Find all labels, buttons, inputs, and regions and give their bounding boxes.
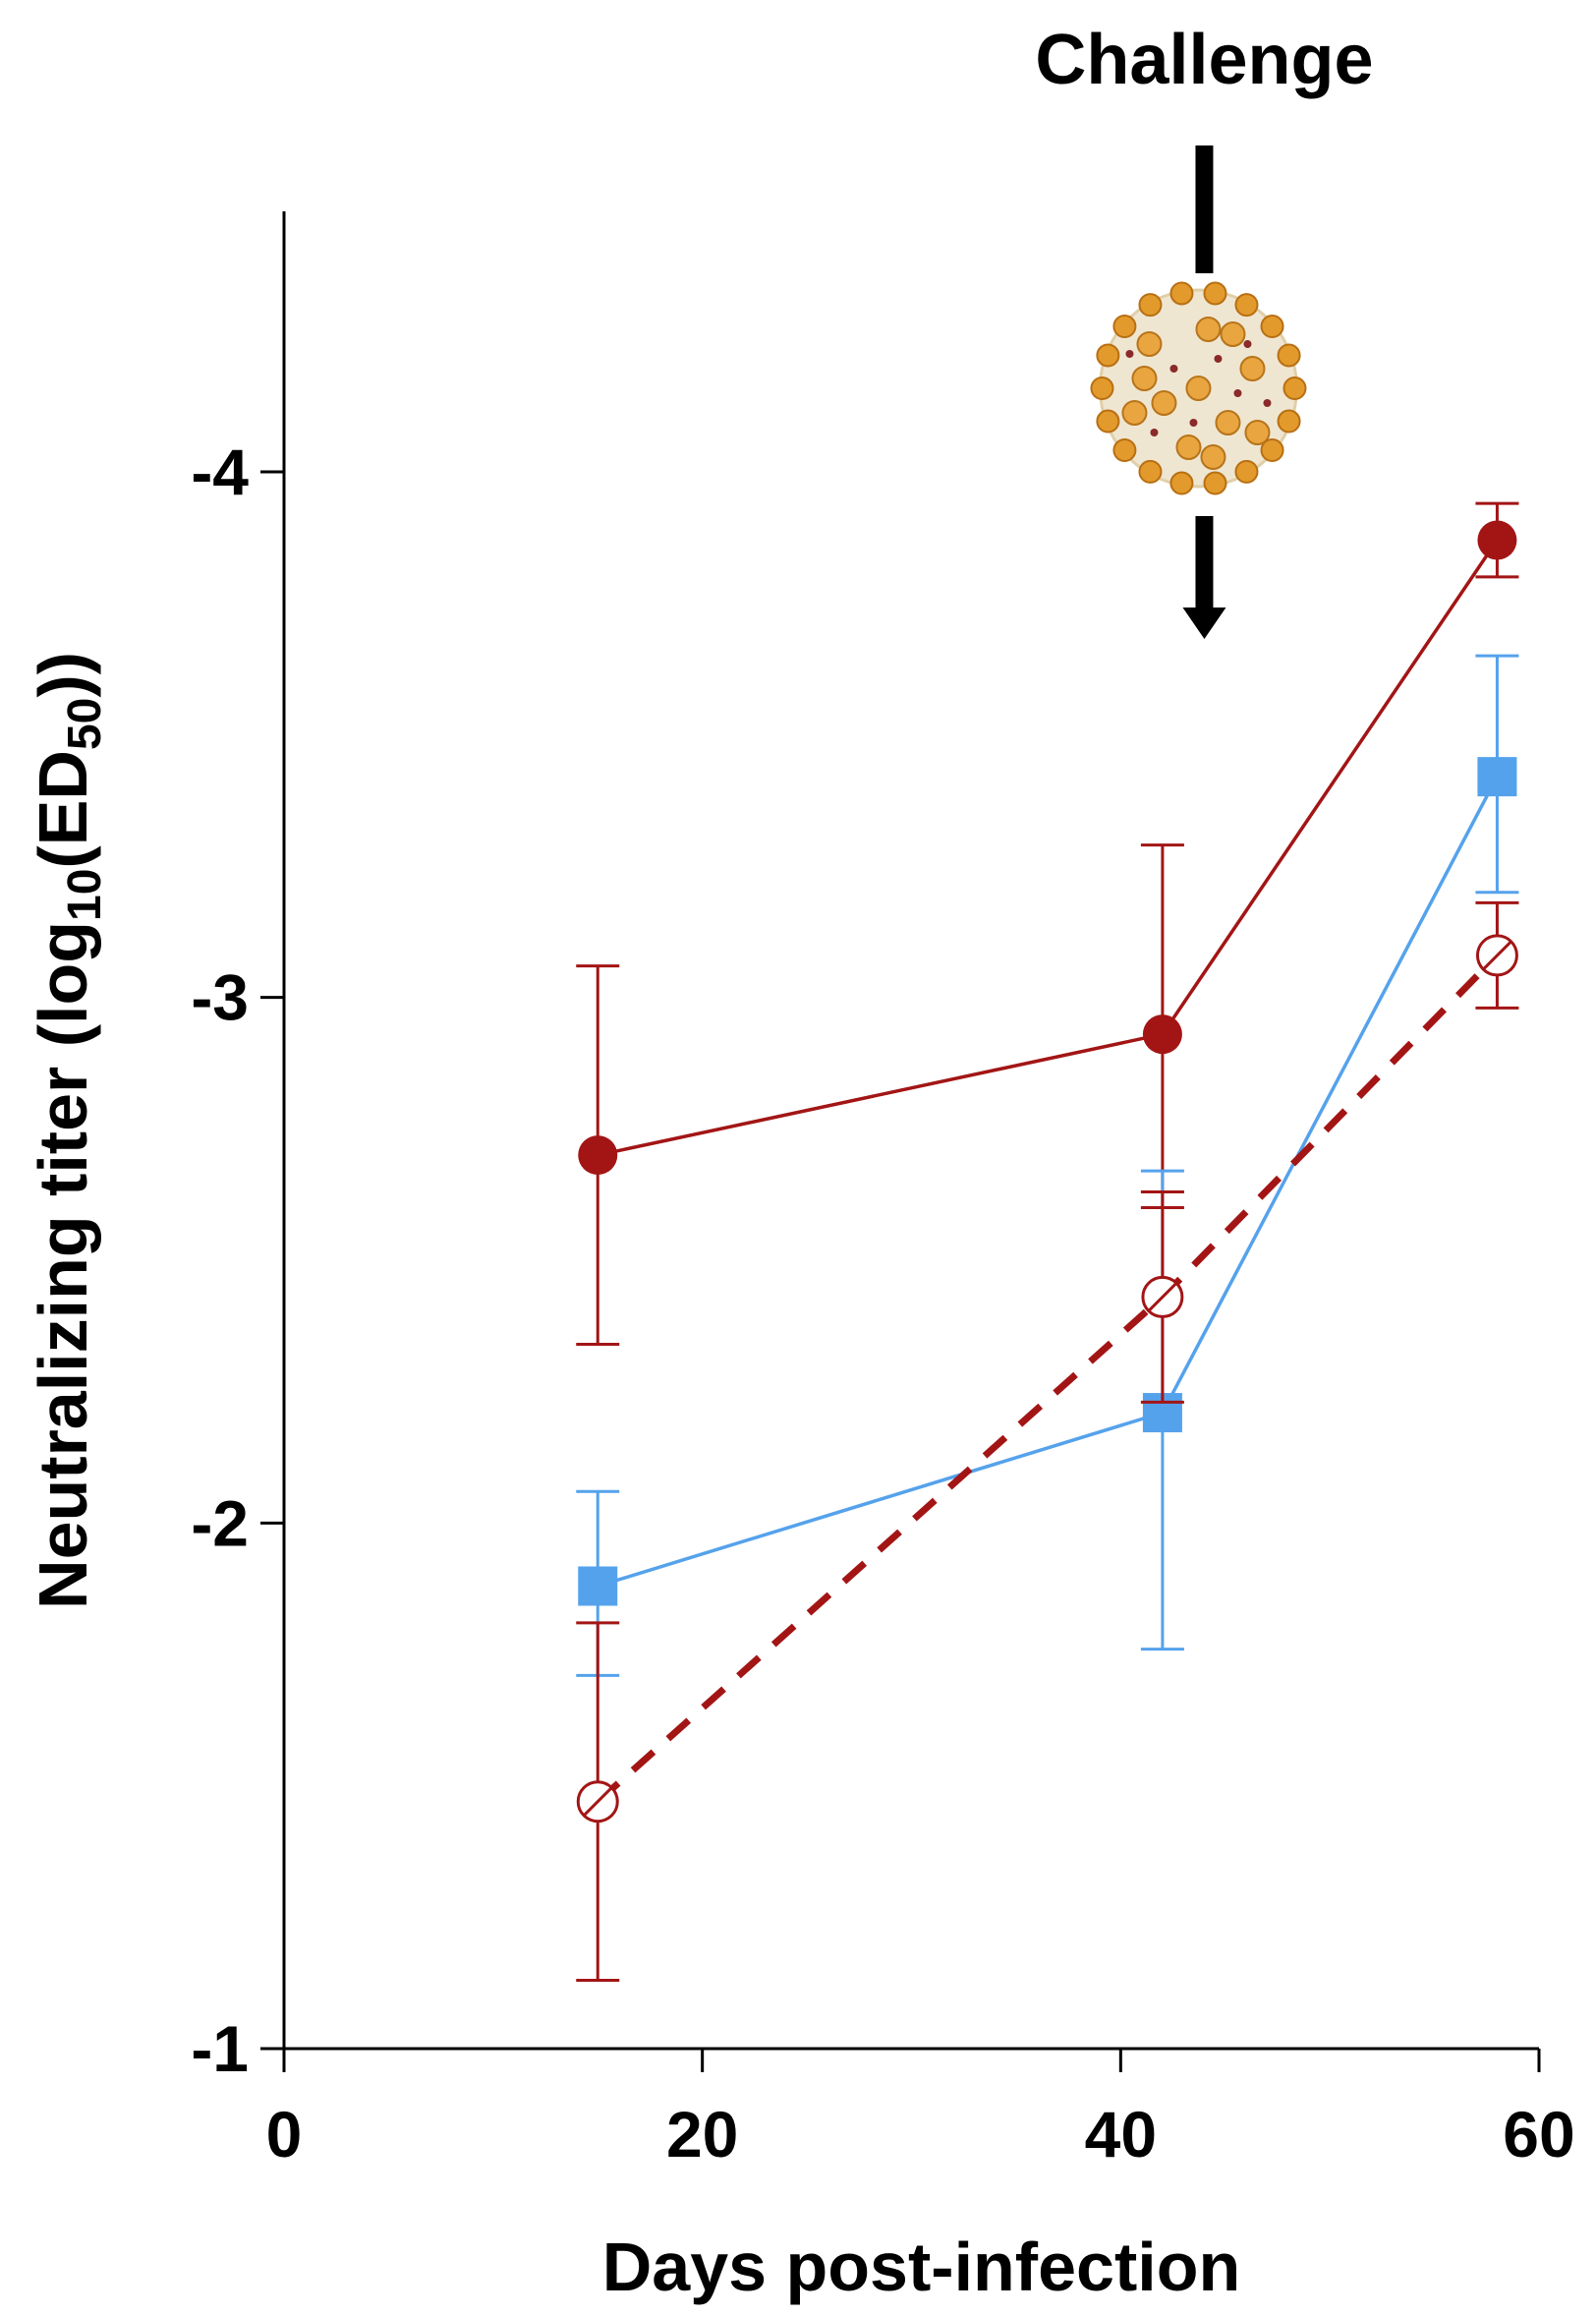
virus-dot <box>1169 365 1178 373</box>
y-tick-label: -1 <box>191 2012 249 2085</box>
series-2 <box>576 654 1519 1677</box>
y-tick-label: -3 <box>191 961 249 1034</box>
x-tick-label: 60 <box>1503 2098 1574 2171</box>
arrow-shaft-bottom <box>1195 516 1214 609</box>
data-point-slash <box>1482 940 1512 970</box>
virus-spike <box>1260 315 1284 339</box>
virus-spike <box>1203 281 1227 306</box>
data-series <box>576 501 1519 1982</box>
virus-protein <box>1136 331 1163 357</box>
virus-dot <box>1263 399 1272 407</box>
data-point-slash <box>583 1786 613 1817</box>
data-point-slash <box>1147 1282 1177 1312</box>
virus-protein <box>1185 376 1212 401</box>
virus-protein <box>1239 356 1266 381</box>
y-axis-title: Neutralizing titer (log10(ED50)) <box>25 652 111 1609</box>
series-line <box>597 776 1499 1589</box>
virus-dot <box>1233 389 1242 397</box>
virus-dot <box>1125 350 1134 358</box>
virus-spike <box>1282 376 1307 400</box>
virus-spike <box>1138 459 1163 484</box>
series-1 <box>576 501 1519 1347</box>
axis-labels: -1 -2 -3 -4 0 20 40 60 Days post-infection Neutra… <box>25 435 1575 2305</box>
virus-dot <box>1214 355 1223 363</box>
y-tick-label: -4 <box>191 435 249 508</box>
virus-spike <box>1090 376 1114 400</box>
virus-spike <box>1096 409 1120 434</box>
data-point <box>1477 520 1517 560</box>
virus-spike <box>1096 343 1120 368</box>
x-tick-label: 40 <box>1085 2098 1157 2171</box>
virus-protein <box>1131 366 1158 391</box>
virus-protein <box>1195 317 1222 342</box>
virus-spike <box>1112 315 1137 339</box>
challenge-annotation: Challenge <box>1035 21 1374 639</box>
axes <box>260 211 1541 2072</box>
series-line <box>597 539 1499 1157</box>
virus-spike <box>1138 293 1163 318</box>
virus-dot <box>1243 340 1252 348</box>
virus-protein <box>1220 321 1246 347</box>
arrow-head <box>1182 608 1226 639</box>
data-point <box>1477 757 1517 797</box>
virus-spike <box>1112 437 1137 462</box>
virus-dot <box>1189 419 1198 427</box>
data-point <box>1142 1014 1182 1055</box>
virus-protein <box>1215 410 1241 435</box>
series-3 <box>576 900 1519 1982</box>
virus-spike <box>1203 471 1227 495</box>
virus-spike <box>1234 293 1259 318</box>
virus-particle-icon <box>1090 281 1307 495</box>
data-point <box>578 1135 618 1176</box>
virus-protein <box>1244 420 1271 445</box>
virus-protein <box>1175 434 1202 460</box>
virus-spike <box>1234 459 1259 484</box>
virus-spike <box>1169 471 1194 495</box>
arrow-shaft-top <box>1195 145 1214 273</box>
virus-protein <box>1200 444 1226 470</box>
y-tick-label: -2 <box>191 1486 249 1559</box>
challenge-label: Challenge <box>1035 21 1373 99</box>
series-line <box>595 953 1500 1805</box>
virus-protein <box>1121 400 1148 426</box>
virus-spike <box>1260 437 1284 462</box>
virus-spike <box>1277 409 1301 434</box>
virus-protein <box>1151 390 1177 416</box>
virus-spike <box>1277 343 1301 368</box>
data-point <box>578 1566 618 1606</box>
x-axis-title: Days post-infection <box>602 2229 1241 2305</box>
virus-spike <box>1169 281 1194 306</box>
x-tick-label: 20 <box>666 2098 738 2171</box>
virus-dot <box>1150 429 1159 436</box>
x-tick-label: 0 <box>266 2098 303 2171</box>
